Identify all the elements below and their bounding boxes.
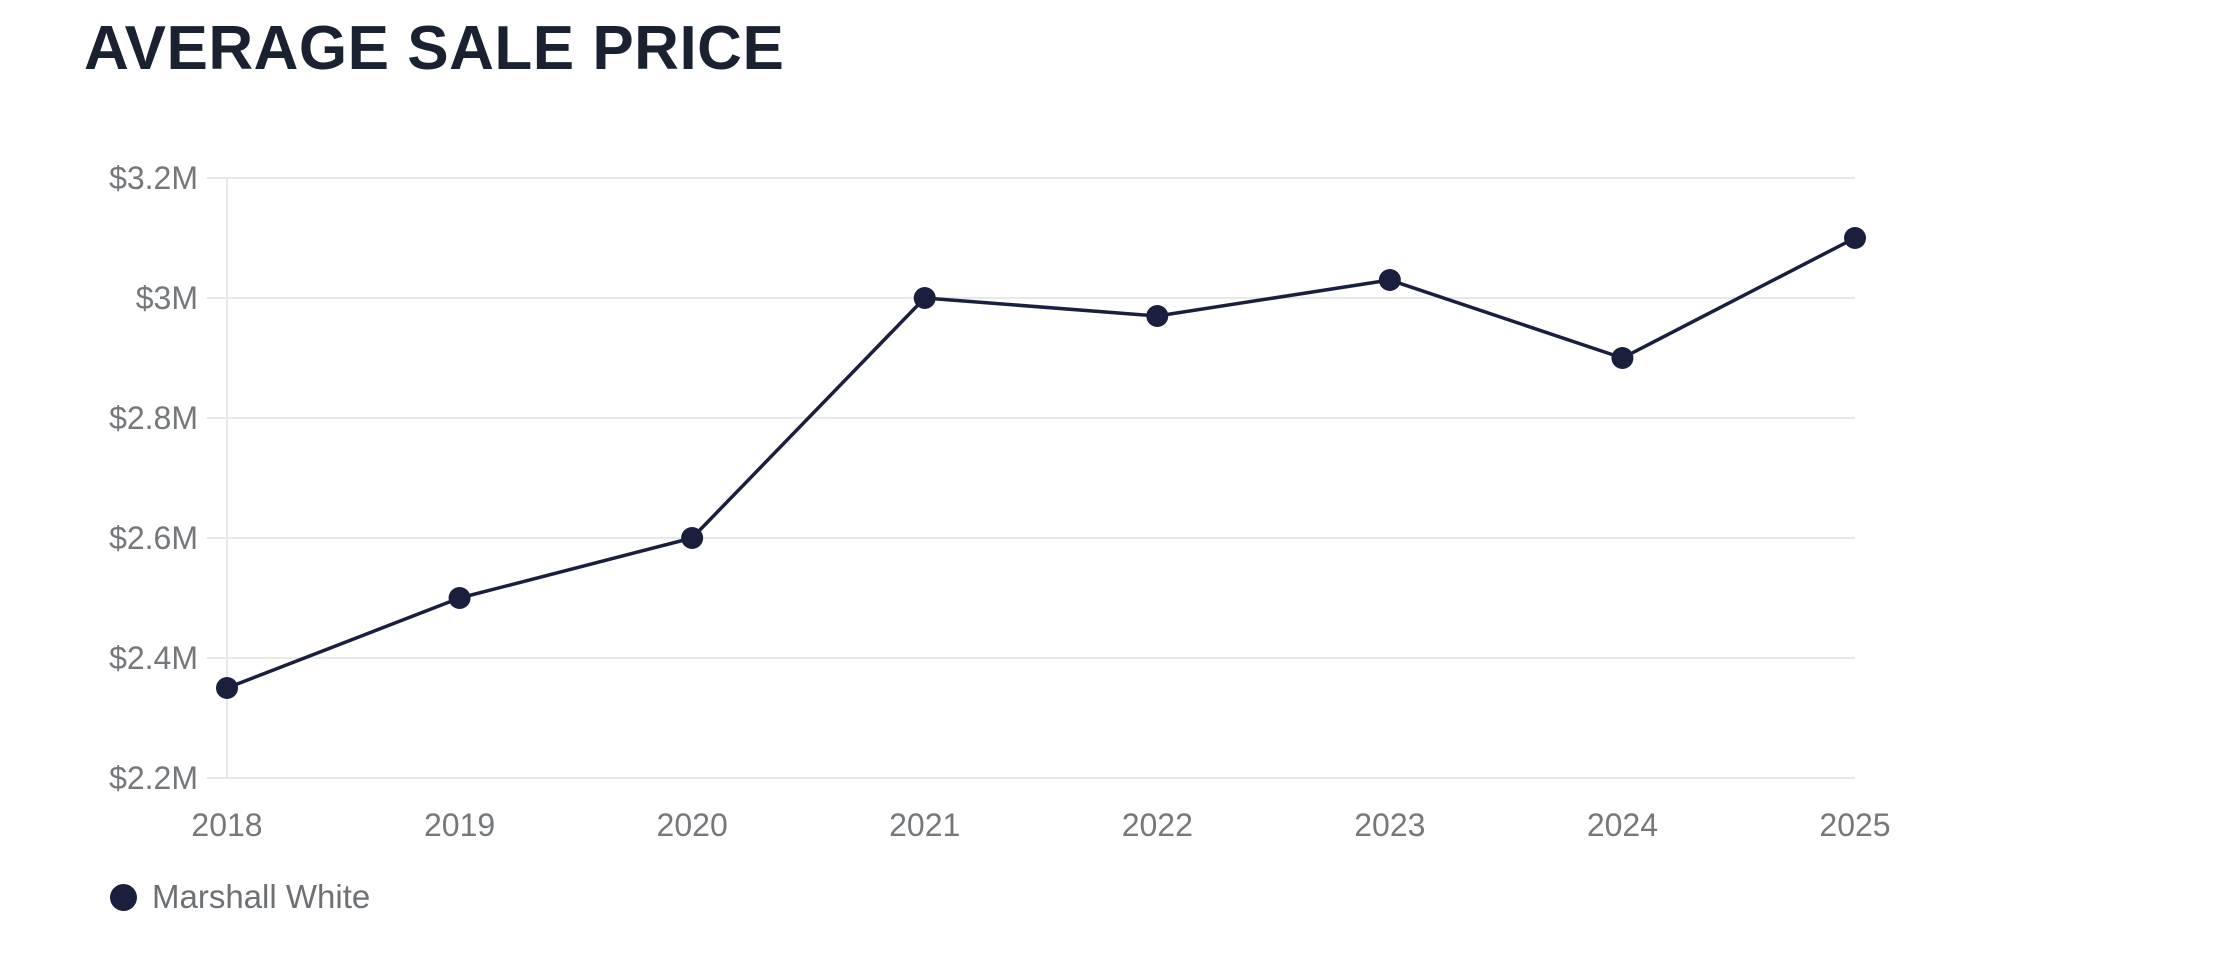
series-line-marshall-white — [225, 236, 1857, 690]
x-tick-label-2019: 2019 — [424, 807, 495, 843]
data-point-2022[interactable] — [1146, 305, 1169, 327]
data-point-2023[interactable] — [1378, 269, 1401, 291]
x-tick-label-2022: 2022 — [1122, 807, 1193, 843]
data-point-2018[interactable] — [216, 677, 238, 699]
x-tick-label-2023: 2023 — [1354, 807, 1425, 843]
legend-label: Marshall White — [152, 878, 371, 915]
y-tick-label: $2.6M — [109, 520, 198, 556]
data-point-2021[interactable] — [913, 287, 936, 309]
data-point-2025[interactable] — [1844, 227, 1866, 249]
y-tick-label: $2.4M — [109, 640, 198, 676]
x-tick-label-2025: 2025 — [1819, 807, 1890, 843]
data-point-2024[interactable] — [1611, 347, 1634, 369]
y-tick-label: $2.8M — [109, 400, 198, 436]
y-tick-label: $3M — [136, 280, 198, 316]
data-point-2019[interactable] — [448, 587, 471, 609]
data-point-2020[interactable] — [681, 527, 704, 549]
legend-item-marshall-white[interactable]: Marshall White — [110, 878, 370, 916]
y-tick-label: $3.2M — [109, 160, 198, 196]
x-tick-label-2020: 2020 — [657, 807, 728, 843]
legend: Marshall White — [110, 878, 370, 916]
chart-title: AVERAGE SALE PRICE — [84, 14, 785, 83]
x-tick-label-2024: 2024 — [1587, 807, 1658, 843]
x-tick-label-2021: 2021 — [889, 807, 960, 843]
legend-marker-icon — [110, 883, 137, 911]
x-tick-label-2018: 2018 — [191, 807, 262, 843]
y-tick-label: $2.2M — [109, 760, 198, 796]
